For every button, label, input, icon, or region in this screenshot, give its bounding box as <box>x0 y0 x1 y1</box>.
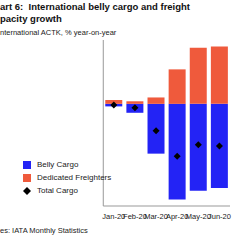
svg-text:Jun-20: Jun-20 <box>208 212 231 221</box>
svg-text:Apr-20: Apr-20 <box>165 212 189 222</box>
html-text:Total Cargo: Total Cargo <box>37 186 78 195</box>
html-text:nternational ACTK, % year-on-y: nternational ACTK, % year-on-year <box>0 28 117 37</box>
html-text:Dedicated Freighters: Dedicated Freighters <box>37 173 112 182</box>
svg-text:Mar-20: Mar-20 <box>144 212 168 221</box>
html-text:Belly Cargo: Belly Cargo <box>37 160 79 169</box>
svg-text:May-20: May-20 <box>185 212 211 222</box>
svg-text:Feb-20: Feb-20 <box>123 212 147 222</box>
html-text:es: IATA Monthly Statistics: es: IATA Monthly Statistics <box>0 226 88 235</box>
html-text:art 6: International belly car: art 6: International belly cargo and fre… <box>0 1 190 24</box>
svg-text:Jan-20: Jan-20 <box>102 212 125 221</box>
